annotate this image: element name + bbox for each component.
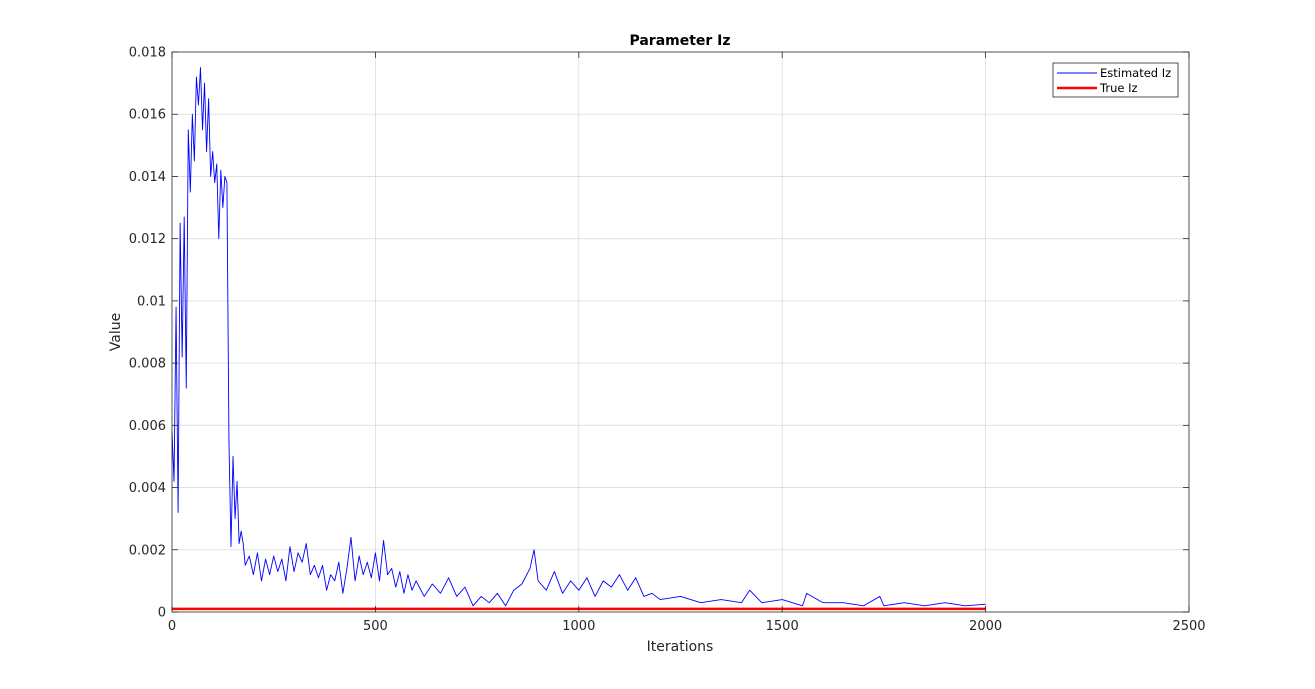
x-tick-label: 2500 [1172, 619, 1205, 634]
y-tick-label: 0.008 [129, 357, 166, 372]
x-tick-label: 1500 [766, 619, 799, 634]
x-tick-label: 500 [363, 619, 388, 634]
axes-background [172, 52, 1189, 612]
y-axis-label: Value [108, 313, 124, 351]
y-tick-labels: 0 0.002 0.004 0.006 0.008 0.01 0.012 0.014 0.016… [129, 46, 166, 621]
plot-area [171, 51, 1190, 613]
x-tick-label: 0 [168, 619, 176, 634]
chart-title: Parameter Iz [629, 33, 730, 49]
y-tick-label: 0.012 [129, 232, 166, 247]
legend-label-true-iz: True Iz [1099, 81, 1138, 95]
x-tick-labels: 0 500 1000 1500 2000 2500 [168, 619, 1206, 634]
y-tick-label: 0.006 [129, 419, 166, 434]
y-tick-label: 0.01 [137, 294, 166, 309]
grid-lines [172, 52, 1189, 612]
y-tick-label: 0.018 [129, 46, 166, 61]
axes-box [171, 51, 1190, 613]
y-tick-label: 0.002 [129, 543, 166, 558]
y-tick-label: 0.014 [129, 170, 166, 185]
y-tick-label: 0 [158, 606, 166, 621]
series-line-estimated-iz [171, 67, 986, 607]
y-tick-label: 0.004 [129, 481, 166, 496]
x-tick-label: 1000 [562, 619, 595, 634]
tick-marks [171, 51, 1190, 613]
y-tick-label: 0.016 [129, 108, 166, 123]
legend-label-estimated-iz: Estimated Iz [1100, 66, 1171, 80]
legend: Estimated Iz True Iz [1052, 62, 1179, 98]
x-tick-label: 2000 [969, 619, 1002, 634]
x-axis-label: Iterations [647, 639, 714, 655]
legend-box [1052, 62, 1179, 98]
